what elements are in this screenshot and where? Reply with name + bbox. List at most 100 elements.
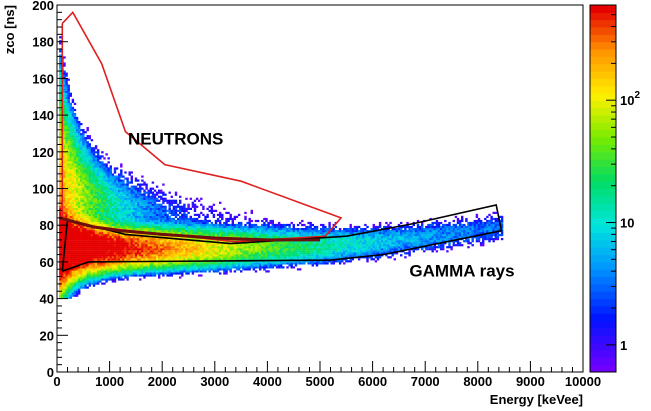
heatmap-cell	[63, 175, 66, 178]
heatmap-cell	[233, 264, 237, 267]
heatmap-cell	[67, 92, 70, 95]
heatmap-cell	[71, 282, 75, 285]
heatmap-cell	[256, 244, 260, 247]
heatmap-cell	[176, 219, 180, 223]
heatmap-cell	[69, 149, 72, 152]
heatmap-cell	[67, 296, 70, 299]
heatmap-cell	[128, 195, 131, 198]
heatmap-cell	[73, 125, 77, 128]
heatmap-cell	[147, 217, 150, 221]
heatmap-cell	[227, 225, 230, 229]
heatmap-cell	[86, 272, 89, 275]
heatmap-cell	[179, 205, 182, 208]
heatmap-cell	[99, 203, 102, 206]
heatmap-cell	[97, 215, 100, 218]
heatmap-cell	[109, 238, 112, 241]
heatmap-cell	[73, 213, 77, 216]
heatmap-cell	[179, 246, 182, 249]
heatmap-cell	[141, 193, 144, 196]
heatmap-cell	[151, 266, 155, 269]
heatmap-cell	[122, 240, 125, 243]
heatmap-cell	[73, 276, 77, 279]
heatmap-cell	[94, 159, 98, 162]
heatmap-cell	[109, 268, 112, 271]
heatmap-cell	[99, 278, 102, 281]
heatmap-cell	[65, 129, 68, 132]
heatmap-cell	[71, 141, 75, 144]
heatmap-cell	[80, 199, 83, 202]
heatmap-cell	[204, 270, 207, 273]
heatmap-cell	[59, 139, 62, 142]
heatmap-cell	[269, 248, 272, 251]
heatmap-cell	[65, 106, 68, 109]
heatmap-cell	[86, 185, 89, 188]
heatmap-cell	[263, 250, 266, 253]
heatmap-cell	[101, 270, 104, 273]
heatmap-cell	[254, 262, 258, 265]
heatmap-cell	[212, 244, 216, 247]
heatmap-cell	[65, 119, 68, 122]
heatmap-cell	[84, 238, 87, 241]
heatmap-cell	[195, 246, 199, 249]
heatmap-cell	[115, 242, 119, 245]
heatmap-cell	[59, 248, 62, 251]
heatmap-cell	[97, 155, 100, 158]
heatmap-cell	[160, 211, 163, 214]
heatmap-cell	[141, 264, 144, 267]
heatmap-cell	[92, 179, 96, 182]
heatmap-cell	[158, 217, 161, 221]
heatmap-cell	[210, 207, 213, 210]
heatmap-cell	[185, 258, 188, 261]
heatmap-cell	[128, 264, 131, 267]
heatmap-cell	[82, 205, 85, 208]
heatmap-cell	[155, 221, 159, 225]
heatmap-cell	[141, 207, 144, 210]
heatmap-cell	[84, 225, 87, 229]
heatmap-cell	[162, 183, 165, 186]
heatmap-cell	[84, 193, 87, 196]
heatmap-cell	[134, 228, 138, 231]
heatmap-cell	[120, 179, 123, 182]
heatmap-cell	[212, 209, 216, 212]
heatmap-cell	[105, 234, 108, 237]
heatmap-cell	[170, 264, 173, 267]
heatmap-cell	[200, 234, 203, 237]
heatmap-cell	[115, 268, 119, 271]
heatmap-cell	[261, 232, 264, 235]
heatmap-cell	[263, 258, 266, 261]
heatmap-cell	[86, 165, 89, 168]
heatmap-cell	[59, 256, 62, 259]
heatmap-cell	[219, 262, 222, 265]
heatmap-cell	[202, 246, 205, 249]
heatmap-cell	[71, 169, 75, 172]
heatmap-cell	[84, 153, 87, 156]
heatmap-cell	[94, 228, 98, 231]
heatmap-cell	[134, 225, 138, 229]
heatmap-cell	[250, 256, 253, 259]
heatmap-cell	[277, 236, 281, 239]
heatmap-cell	[84, 254, 87, 257]
heatmap-cell	[67, 252, 70, 255]
heatmap-cell	[92, 264, 96, 267]
heatmap-cell	[176, 272, 180, 275]
heatmap-cell	[137, 274, 140, 277]
heatmap-cell	[263, 242, 266, 245]
heatmap-cell	[235, 244, 239, 247]
heatmap-cell	[288, 232, 291, 235]
heatmap-cell	[69, 282, 72, 285]
heatmap-cell	[185, 264, 188, 267]
heatmap-cell	[208, 262, 211, 265]
heatmap-cell	[303, 260, 306, 263]
heatmap-cell	[63, 183, 66, 186]
heatmap-cell	[111, 211, 115, 214]
heatmap-cell	[198, 232, 201, 235]
heatmap-cell	[204, 268, 207, 271]
heatmap-cell	[113, 221, 117, 225]
heatmap-cell	[86, 181, 89, 184]
heatmap-cell	[185, 252, 188, 255]
heatmap-cell	[86, 197, 89, 200]
heatmap-cell	[145, 236, 148, 239]
heatmap-cell	[109, 195, 112, 198]
heatmap-cell	[59, 179, 62, 182]
heatmap-cell	[92, 185, 96, 188]
